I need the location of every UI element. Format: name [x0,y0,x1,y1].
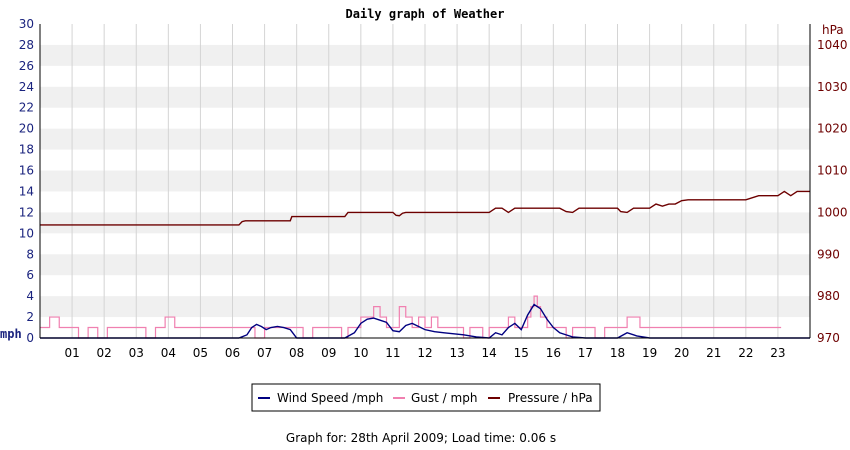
left-tick-label: 4 [26,289,34,303]
right-tick-label: 970 [817,331,840,345]
x-tick-label: 18 [610,346,625,360]
x-tick-label: 16 [546,346,561,360]
right-tick-label: 1020 [817,122,848,136]
x-tick-label: 13 [449,346,464,360]
x-tick-label: 01 [64,346,79,360]
legend-label-gust: Gust / mph [411,391,477,405]
x-axis-ticks: 01 02 03 04 05 06 07 08 09 10 11 12 13 14 15 16 17 18 19 20… [64,346,785,360]
left-tick-label: 14 [19,184,34,198]
left-tick-label: 26 [19,59,34,73]
x-tick-label: 21 [706,346,721,360]
x-tick-label: 22 [738,346,753,360]
footer-text: Graph for: 28th April 2009; Load time: 0… [286,431,556,445]
left-tick-label: 24 [19,80,34,94]
x-tick-label: 17 [578,346,593,360]
series-layer [40,190,810,339]
x-tick-label: 12 [417,346,432,360]
series-wind-line [40,303,810,339]
left-tick-label: 22 [19,101,34,115]
right-axis-label: hPa [822,23,844,37]
x-tick-label: 06 [225,346,240,360]
left-tick-label: 10 [19,226,34,240]
legend-label-wind: Wind Speed /mph [277,391,383,405]
left-tick-label: 6 [26,268,34,282]
left-axis-label: mph [0,327,22,341]
left-tick-label: 20 [19,122,34,136]
right-tick-label: 990 [817,247,840,261]
right-tick-label: 1030 [817,80,848,94]
left-tick-label: 2 [26,310,34,324]
right-tick-label: 980 [817,289,840,303]
left-tick-label: 16 [19,164,34,178]
series-pressure-line [40,190,810,226]
left-tick-label: 28 [19,38,34,52]
right-tick-label: 1040 [817,38,848,52]
x-tick-label: 03 [129,346,144,360]
left-tick-label: 30 [19,17,34,31]
x-tick-label: 10 [353,346,368,360]
x-tick-label: 09 [321,346,336,360]
x-tick-label: 23 [770,346,785,360]
chart-title: Daily graph of Weather [346,7,505,21]
left-tick-label: 8 [26,247,34,261]
x-tick-label: 08 [289,346,304,360]
x-tick-label: 15 [514,346,529,360]
x-tick-label: 05 [193,346,208,360]
legend: Wind Speed /mph Gust / mph Pressure / hP… [251,383,601,412]
right-tick-label: 1000 [817,205,848,219]
x-tick-label: 04 [161,346,176,360]
x-tick-label: 11 [385,346,400,360]
right-axis-ticks: 970 980 990 1000 1010 1020 1030 1040 [817,38,848,345]
left-tick-label: 12 [19,205,34,219]
right-tick-label: 1010 [817,164,848,178]
x-tick-label: 20 [674,346,689,360]
legend-label-pressure: Pressure / hPa [508,391,593,405]
left-tick-label: 0 [26,331,34,345]
x-tick-label: 07 [257,346,272,360]
x-tick-label: 02 [97,346,112,360]
x-tick-label: 14 [482,346,497,360]
legend-box [251,383,601,412]
x-tick-label: 19 [642,346,657,360]
left-tick-label: 18 [19,143,34,157]
axes [39,24,811,339]
